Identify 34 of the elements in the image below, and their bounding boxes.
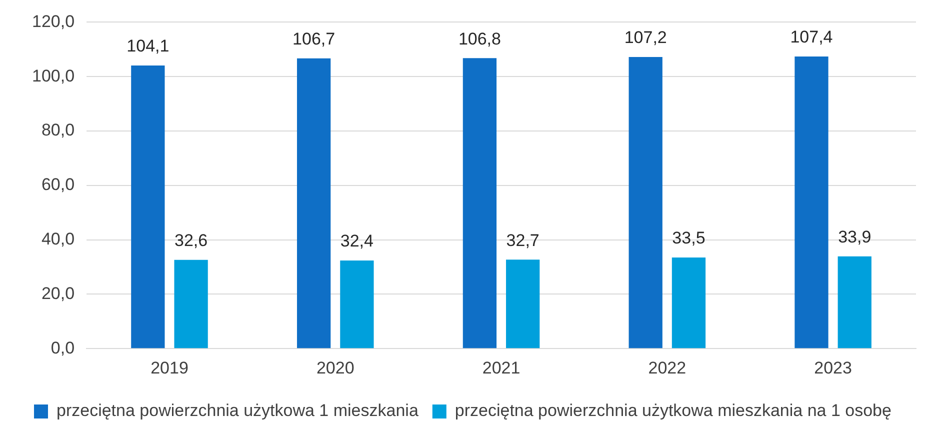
x-tick-label: 2019 bbox=[150, 358, 188, 378]
bar bbox=[506, 260, 540, 348]
data-label: 32,6 bbox=[174, 231, 208, 250]
y-tick-label: 20,0 bbox=[41, 284, 75, 303]
x-tick-label: 2023 bbox=[814, 358, 852, 378]
y-tick-label: 40,0 bbox=[41, 229, 75, 248]
data-label: 107,2 bbox=[624, 28, 667, 48]
bar bbox=[628, 57, 662, 348]
y-tick-label: 80,0 bbox=[41, 120, 75, 140]
data-label: 32,4 bbox=[340, 232, 374, 251]
data-label: 33,5 bbox=[672, 228, 706, 248]
bar bbox=[672, 257, 706, 348]
data-label: 106,7 bbox=[292, 30, 336, 49]
x-tick-label: 2022 bbox=[648, 358, 686, 378]
data-label: 33,9 bbox=[838, 228, 872, 247]
bar bbox=[296, 58, 331, 348]
bar bbox=[340, 260, 374, 348]
bar bbox=[794, 56, 828, 348]
x-tick-label: 2021 bbox=[482, 358, 520, 378]
bar bbox=[131, 65, 165, 348]
x-tick-label: 2020 bbox=[316, 358, 354, 378]
data-label: 106,8 bbox=[458, 29, 501, 48]
bar bbox=[174, 260, 208, 348]
bar bbox=[838, 256, 872, 348]
y-tick-label: 0,0 bbox=[50, 338, 75, 358]
legend-label: przeciętna powierzchnia użytkowa 1 mieszkania bbox=[56, 401, 419, 420]
y-tick-label: 100,0 bbox=[32, 66, 75, 86]
data-label: 104,1 bbox=[126, 36, 170, 56]
y-tick-label: 120,0 bbox=[32, 12, 75, 31]
data-label: 32,7 bbox=[506, 230, 540, 250]
bar bbox=[462, 58, 497, 348]
legend-label: przeciętna powierzchnia użytkowa mieszkania na 1 osobę bbox=[454, 401, 892, 420]
y-tick-label: 60,0 bbox=[41, 175, 75, 194]
data-label: 107,4 bbox=[790, 28, 833, 47]
